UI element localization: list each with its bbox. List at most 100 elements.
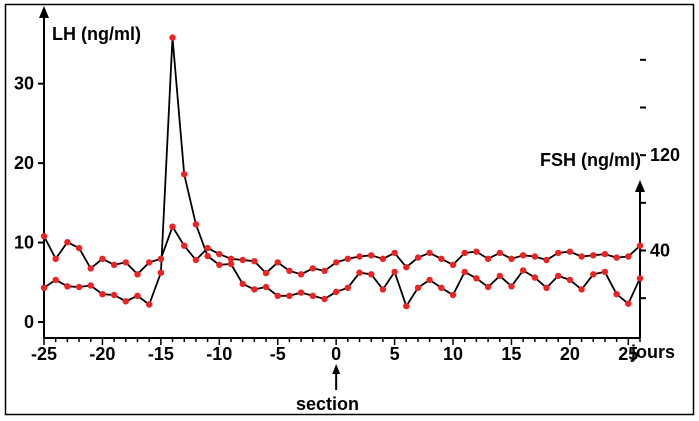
fsh-data-point <box>64 239 71 246</box>
lh-data-point <box>531 274 538 281</box>
lh-data-point <box>274 292 281 299</box>
lh-data-point <box>590 271 597 278</box>
fsh-data-point <box>181 242 188 249</box>
section-annotation-label: section <box>296 394 359 414</box>
lh-data-point <box>181 171 188 178</box>
lh-data-point <box>87 282 94 289</box>
fsh-data-point <box>368 252 375 259</box>
fsh-data-point <box>555 249 562 257</box>
lh-data-point <box>40 284 48 291</box>
fsh-data-point <box>391 249 398 257</box>
right-axis-tick-label: 120 <box>650 145 680 165</box>
lh-data-point <box>426 276 433 284</box>
lh-data-point <box>368 271 375 278</box>
fsh-data-point <box>449 261 457 268</box>
fsh-data-point <box>473 248 480 255</box>
right-axis-arrow <box>635 180 645 192</box>
fsh-data-point <box>110 261 118 268</box>
x-axis-tick-label: -10 <box>206 344 232 364</box>
fsh-data-point <box>578 253 585 260</box>
lh-data-point <box>379 286 387 293</box>
fsh-data-point <box>216 250 223 258</box>
lh-data-point <box>403 302 410 310</box>
left-axis-tick-label: 20 <box>14 153 34 173</box>
right-axis-title: FSH (ng/ml) <box>540 150 641 170</box>
left-axis-tick-label: 10 <box>14 233 34 253</box>
fsh-data-point <box>344 255 351 262</box>
fsh-data-point <box>379 255 387 262</box>
fsh-data-point <box>157 255 165 262</box>
fsh-data-point <box>227 255 235 262</box>
fsh-data-point <box>484 255 492 262</box>
fsh-data-point <box>636 242 644 249</box>
fsh-data-point <box>519 252 527 259</box>
lh-data-point <box>578 286 585 293</box>
lh-data-point <box>356 269 363 276</box>
fsh-data-point <box>508 255 515 262</box>
fsh-data-point <box>309 265 316 272</box>
fsh-data-point <box>531 253 538 260</box>
lh-series-line <box>43 36 641 307</box>
x-axis-tick-label: 5 <box>390 344 400 364</box>
fsh-data-point <box>426 249 433 257</box>
lh-data-point <box>99 291 106 298</box>
left-axis-title: LH (ng/ml) <box>52 24 141 44</box>
lh-data-point <box>286 292 293 299</box>
fsh-data-point <box>566 248 574 255</box>
lh-data-point <box>344 284 351 291</box>
series-layer <box>40 34 644 310</box>
lh-data-point <box>122 298 129 305</box>
lh-data-point <box>496 272 503 280</box>
left-axis-tick-label: 0 <box>24 312 34 332</box>
fsh-series-line <box>43 225 641 276</box>
lh-data-point <box>473 275 480 282</box>
lh-data-point <box>216 261 223 268</box>
axes: 0 10 20 30 40 120 -25 -20 -15 -10 -5 0 5 10 15 20 25 <box>14 6 680 390</box>
fsh-data-point <box>169 223 176 230</box>
lh-data-point <box>192 221 200 228</box>
lh-data-point <box>484 283 492 291</box>
lh-data-point <box>134 292 141 299</box>
fsh-data-point <box>613 254 620 261</box>
lh-data-point <box>636 275 644 282</box>
fsh-data-point <box>496 249 503 257</box>
fsh-data-point <box>134 271 141 278</box>
fsh-data-point <box>40 233 48 240</box>
lh-data-point <box>75 283 83 291</box>
lh-data-point <box>543 284 550 291</box>
x-axis-tick-label: 0 <box>331 344 341 364</box>
fsh-data-point <box>543 256 550 264</box>
lh-data-point <box>625 300 632 307</box>
fsh-data-point <box>601 250 609 258</box>
lh-data-point <box>157 269 165 276</box>
x-axis-tick-label: -5 <box>270 344 286 364</box>
lh-data-point <box>414 284 422 291</box>
lh-data-point <box>110 291 118 299</box>
lh-data-point <box>251 286 258 293</box>
lh-data-point <box>52 276 59 284</box>
lh-data-point <box>461 268 468 276</box>
fsh-data-point <box>403 264 410 271</box>
fsh-data-point <box>321 267 328 274</box>
x-axis-tick-label: 10 <box>443 344 463 364</box>
x-axis-tick-label: 15 <box>501 344 521 364</box>
lh-data-point <box>321 295 328 303</box>
lh-data-point <box>613 291 620 298</box>
lh-data-point <box>262 283 270 291</box>
fsh-data-point <box>251 258 258 265</box>
x-axis-tick-label: -20 <box>89 344 115 364</box>
lh-data-point <box>169 34 176 41</box>
right-axis-tick-label: 40 <box>650 241 670 261</box>
lh-data-point <box>508 283 515 290</box>
left-axis-tick-label: 30 <box>14 74 34 94</box>
fsh-data-point <box>414 254 422 261</box>
lh-data-point <box>227 260 235 268</box>
x-axis-tick-label: 25 <box>618 344 638 364</box>
x-axis-unit-label: jours <box>630 342 675 362</box>
fsh-data-point <box>192 256 200 264</box>
lh-data-point <box>566 276 574 284</box>
lh-data-point <box>204 252 211 260</box>
labels: LH (ng/ml) FSH (ng/ml) jours section <box>52 24 675 414</box>
